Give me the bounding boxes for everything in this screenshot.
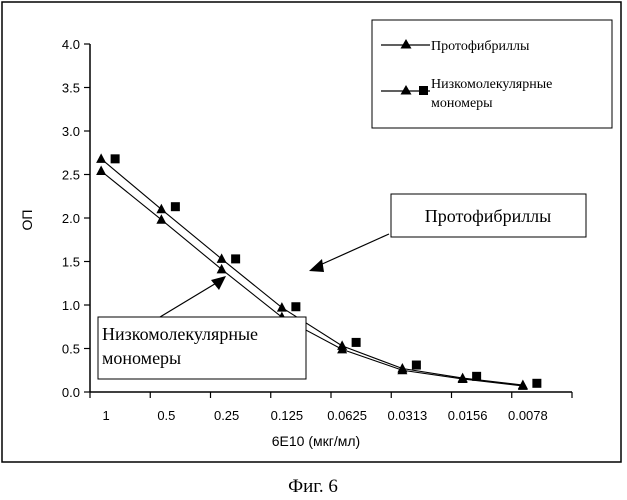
legend-label-monomers-line1: Низкомолекулярные: [431, 77, 552, 92]
x-tick-label: 0.0078: [508, 408, 548, 423]
y-axis-label: ОП: [19, 210, 35, 231]
data-point-square: [532, 379, 541, 388]
x-tick-label: 0.5: [157, 408, 175, 423]
x-tick-label: 0.0625: [327, 408, 367, 423]
data-point-square: [231, 254, 240, 263]
x-tick-label: 0.125: [271, 408, 304, 423]
callout-text: Протофибриллы: [425, 206, 552, 226]
y-tick-label: 1.5: [62, 255, 80, 270]
legend-label-monomers-line2: мономеры: [431, 96, 493, 111]
x-axis-label: 6E10 (мкг/мл): [272, 433, 360, 449]
callout-text-line1: Низкомолекулярные: [102, 324, 258, 344]
legend: Протофибриллы Низкомолекулярные мономеры: [372, 20, 612, 128]
y-tick-label: 3.5: [62, 81, 80, 96]
data-point-square: [111, 154, 120, 163]
x-tick-label: 0.0313: [387, 408, 427, 423]
data-point-square: [171, 202, 180, 211]
y-tick-label: 0.0: [62, 385, 80, 400]
callout-text-line2: мономеры: [102, 348, 181, 368]
data-point-square: [291, 302, 300, 311]
legend-label-protofibrils: Протофибриллы: [431, 39, 530, 54]
y-tick-label: 4.0: [62, 37, 80, 52]
x-tick-label: 0.0156: [448, 408, 488, 423]
data-point-square: [352, 338, 361, 347]
y-tick-label: 1.0: [62, 298, 80, 313]
y-tick-label: 3.0: [62, 124, 80, 139]
x-tick-label: 0.25: [214, 408, 239, 423]
y-tick-label: 0.5: [62, 342, 80, 357]
data-point-square: [472, 372, 481, 381]
y-tick-label: 2.0: [62, 211, 80, 226]
figure-caption: Фиг. 6: [288, 476, 338, 497]
x-tick-label: 1: [103, 408, 110, 423]
y-tick-label: 2.5: [62, 168, 80, 183]
legend-box: [372, 20, 612, 128]
data-point-square: [412, 361, 421, 370]
legend-square-icon: [419, 86, 428, 95]
